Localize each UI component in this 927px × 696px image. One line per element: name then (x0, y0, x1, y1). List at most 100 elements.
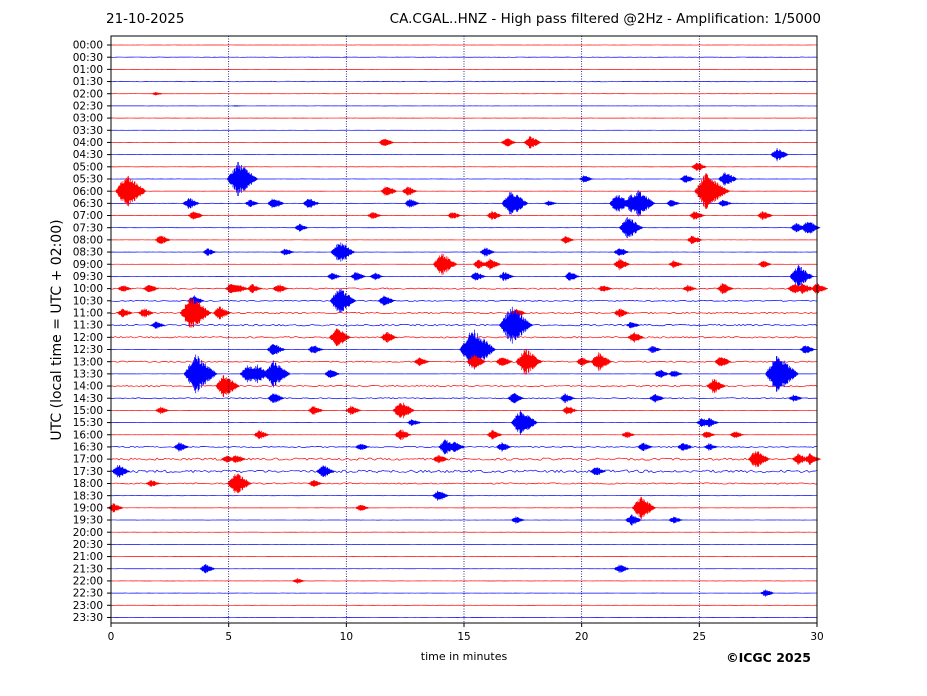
y-tick-label: 05:30 (73, 174, 103, 186)
event-spike (717, 200, 733, 207)
x-tick-label: 15 (457, 631, 470, 643)
y-tick-label: 23:30 (73, 612, 103, 624)
event-spike (668, 260, 683, 269)
y-tick-label: 14:00 (73, 381, 103, 393)
event-spike (199, 564, 216, 574)
event-spike (227, 161, 259, 196)
event-spike (380, 186, 398, 196)
plot-frame (110, 35, 818, 624)
event-spike (150, 321, 166, 329)
event-spike (653, 369, 670, 378)
event-spike (380, 331, 398, 343)
event-spike (765, 356, 799, 392)
y-tick-label: 00:00 (73, 40, 103, 52)
event-spike (330, 242, 355, 262)
event-spike (330, 288, 357, 313)
event-spike (155, 406, 170, 415)
x-tick-label: 20 (575, 631, 588, 643)
event-spike (292, 578, 306, 584)
event-spike (432, 455, 449, 464)
event-spike (668, 370, 683, 378)
event-spike (804, 453, 821, 465)
event-spike (253, 430, 270, 440)
event-spike (789, 264, 814, 288)
event-spike (627, 332, 645, 343)
trace-row-1800 (110, 482, 818, 485)
y-axis: 00:0000:3001:0001:3002:0002:3003:0003:30… (73, 40, 111, 624)
event-spike (227, 473, 252, 494)
y-tick-label: 07:00 (73, 210, 103, 222)
event-spike (180, 298, 212, 328)
event-spike (799, 345, 816, 354)
y-tick-label: 06:30 (73, 198, 103, 210)
event-spike (433, 253, 458, 276)
y-tick-label: 11:00 (73, 308, 103, 320)
y-tick-label: 14:30 (73, 393, 103, 405)
event-spike (682, 284, 698, 293)
event-spike (355, 443, 370, 451)
x-tick-label: 0 (108, 631, 115, 643)
event-spike (459, 329, 496, 370)
y-tick-label: 20:30 (73, 539, 103, 551)
event-spike (564, 272, 581, 281)
y-tick-label: 01:00 (73, 64, 103, 76)
y-tick-label: 02:30 (73, 101, 103, 113)
event-spike (715, 187, 731, 196)
trace-row-1030 (110, 299, 818, 302)
event-spike (280, 248, 295, 256)
event-spike (613, 308, 630, 318)
chart-title: CA.CGAL..HNZ - High pass filtered @2Hz -… (389, 11, 821, 27)
event-spike (187, 211, 204, 220)
event-spike (788, 394, 803, 402)
y-tick-label: 17:00 (73, 454, 103, 466)
y-tick-label: 15:00 (73, 405, 103, 417)
event-spike (183, 354, 218, 394)
event-spike (402, 186, 418, 196)
event-spike (495, 357, 513, 366)
event-spike (267, 344, 286, 355)
event-spike (404, 199, 421, 208)
event-spike (649, 394, 665, 403)
event-spike (748, 451, 770, 468)
trace-layer (107, 44, 829, 618)
event-spike (143, 285, 159, 293)
event-spike (345, 405, 362, 416)
y-tick-label: 13:30 (73, 368, 103, 380)
event-spike (202, 248, 217, 256)
event-spike (501, 192, 529, 215)
x-tick-label: 5 (225, 631, 232, 643)
chart-date: 21-10-2025 (106, 11, 185, 27)
y-tick-label: 21:00 (73, 551, 103, 563)
event-spike (632, 496, 657, 519)
y-tick-label: 04:00 (73, 137, 103, 149)
event-spike (264, 360, 291, 388)
event-spike (367, 212, 382, 219)
copyright-text: ©ICGC 2025 (726, 650, 811, 665)
event-spike (378, 295, 396, 306)
event-spike (115, 175, 147, 207)
y-tick-label: 18:00 (73, 478, 103, 490)
event-spike (578, 175, 594, 183)
y-tick-label: 16:00 (73, 429, 103, 441)
event-spike (308, 480, 323, 487)
event-spike (619, 217, 644, 239)
event-spike (703, 418, 719, 428)
event-spike (760, 589, 775, 597)
event-spike (215, 375, 240, 397)
y-tick-label: 06:00 (73, 186, 103, 198)
event-spike (267, 393, 285, 403)
event-spike (625, 514, 643, 526)
y-tick-label: 23:00 (73, 600, 103, 612)
trace-row-1130 (110, 323, 818, 327)
event-spike (316, 465, 335, 478)
y-axis-label: UTC (local time = UTC + 02:00) (49, 219, 65, 441)
event-spike (230, 455, 246, 463)
y-tick-label: 03:00 (73, 113, 103, 125)
event-spike (757, 211, 774, 220)
event-spike (691, 162, 708, 171)
x-tick-label: 25 (693, 631, 706, 643)
event-spike (717, 283, 734, 294)
event-spike (498, 271, 515, 282)
event-spike (212, 306, 232, 320)
event-spike (244, 199, 260, 207)
